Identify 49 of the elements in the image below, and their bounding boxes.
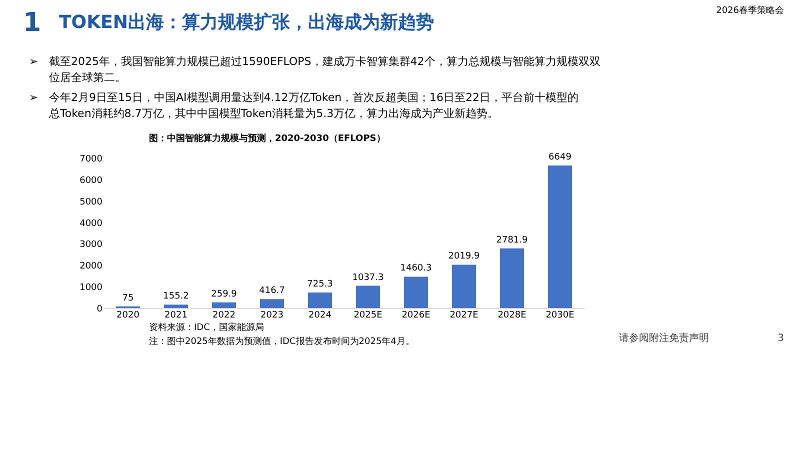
y-tick-label: 6000 xyxy=(80,176,103,186)
y-tick-label: 5000 xyxy=(80,197,103,208)
data-label: 2781.9 xyxy=(496,235,528,246)
y-tick-label: 1000 xyxy=(80,283,103,294)
bar xyxy=(404,276,428,308)
bar xyxy=(212,302,236,308)
x-tick-label: 2026E xyxy=(402,310,431,320)
data-label: 1037.3 xyxy=(352,272,384,283)
x-tick-label: 2021 xyxy=(164,310,188,320)
chart-title: TOKEN出海：算力规模扩张，出海成为新趋势 xyxy=(59,12,434,33)
bar xyxy=(500,248,524,308)
text: 请参阅附注免责声明 xyxy=(619,332,709,344)
x-tick-label: 2028E xyxy=(498,310,527,320)
x-tick-label: 2030E xyxy=(546,310,575,320)
data-label: 6649 xyxy=(548,152,572,163)
data-label: 1460.3 xyxy=(400,264,432,274)
data-label: 75 xyxy=(122,293,134,304)
text: 资料来源：IDC，国家能源局 xyxy=(149,322,264,333)
data-label: 2019.9 xyxy=(448,252,480,262)
text: 截至2025年，我国智能算力规模已超过1590EFLOPS，建成万卡智算集群42个，算力总规模与智能算力规模双双位居全球第二。 xyxy=(49,55,600,84)
y-tick-label: 2000 xyxy=(80,262,103,272)
bar xyxy=(548,166,572,308)
text: 1 xyxy=(23,8,42,38)
x-tick-label: 2027E xyxy=(450,310,479,320)
data-label: 259.9 xyxy=(211,289,238,300)
text: ➢ xyxy=(29,91,38,104)
text: ➢ xyxy=(29,55,38,68)
bar xyxy=(164,304,188,308)
x-tick-label: 2020 xyxy=(116,310,140,320)
x-tick-label: 2025E xyxy=(354,310,383,320)
text: 2026春季策略会 xyxy=(716,5,784,16)
chart-subtitle: 图：中国智能算力规模与预测，2020-2030（EFLOPS） xyxy=(149,133,386,144)
text: 今年2月9日至15日，中国AI模型调用量达到4.12万亿Token，首次反超美国；16日至22日，平台前十模型的总Token消耗约8.7万亿，其中中国模型Token消耗量为5.3万亿，算力出海成为产业新趋势。 xyxy=(48,91,579,120)
bar xyxy=(356,286,380,308)
y-tick-label: 0 xyxy=(96,304,103,314)
x-tick-label: 2024 xyxy=(308,310,332,320)
x-tick-label: 2022 xyxy=(212,310,236,320)
bar xyxy=(260,299,284,308)
y-tick-label: 7000 xyxy=(80,154,103,164)
data-label: 416.7 xyxy=(259,286,285,296)
data-label: 155.2 xyxy=(163,292,189,302)
y-tick-label: 3000 xyxy=(80,240,103,250)
bar xyxy=(308,292,332,308)
text: 注：图中2025年数据为预测值，IDC报告发布时间为2025年4月。 xyxy=(149,336,414,347)
bar xyxy=(452,264,476,308)
y-tick-label: 4000 xyxy=(80,218,103,229)
x-tick-label: 2023 xyxy=(260,310,284,320)
text: 3 xyxy=(778,333,784,344)
data-label: 725.3 xyxy=(307,279,333,290)
